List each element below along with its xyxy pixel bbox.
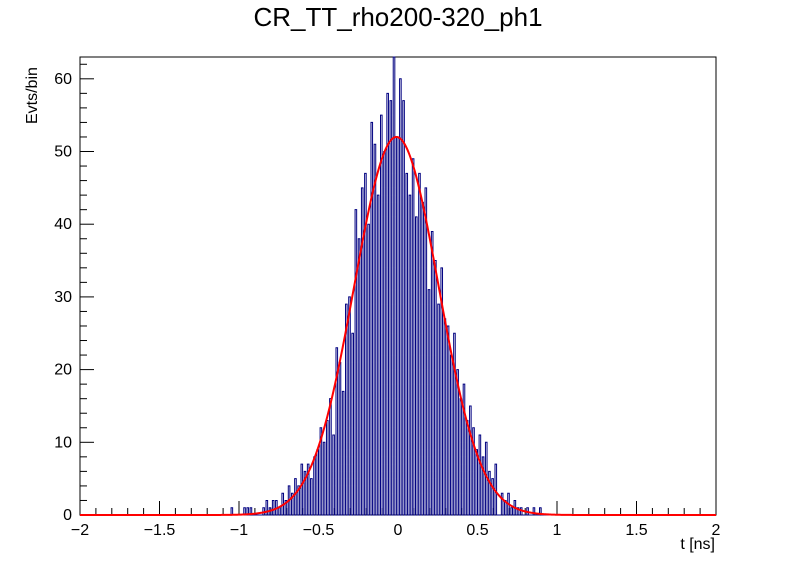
x-tick-label: −2 — [71, 522, 89, 539]
chart-title: CR_TT_rho200-320_ph1 — [253, 2, 543, 32]
x-tick-label: 0.5 — [466, 522, 488, 539]
y-tick-label: 20 — [54, 362, 72, 379]
x-tick-label: 1.5 — [625, 522, 647, 539]
x-axis: −2 −1.5 −1 −0.5 0 0.5 1 1.5 2 — [71, 501, 721, 539]
gaussian-fit-curve — [80, 135, 716, 516]
y-tick-label: 40 — [54, 216, 72, 233]
x-tick-label: 0 — [394, 522, 403, 539]
x-tick-label: 1 — [553, 522, 562, 539]
y-tick-label: 60 — [54, 71, 72, 88]
y-tick-label: 30 — [54, 289, 72, 306]
x-tick-label: 2 — [712, 522, 721, 539]
y-tick-label: 10 — [54, 434, 72, 451]
y-tick-label: 50 — [54, 144, 72, 161]
x-tick-label: −0.5 — [303, 522, 335, 539]
y-axis: 0 10 20 30 40 50 60 — [54, 63, 94, 524]
y-tick-label: 0 — [63, 507, 72, 524]
histogram-bins — [231, 57, 541, 515]
x-axis-label: t [ns] — [680, 536, 715, 553]
x-tick-label: −1.5 — [144, 522, 176, 539]
x-tick-label: −1 — [230, 522, 248, 539]
histogram-outline — [80, 56, 716, 516]
